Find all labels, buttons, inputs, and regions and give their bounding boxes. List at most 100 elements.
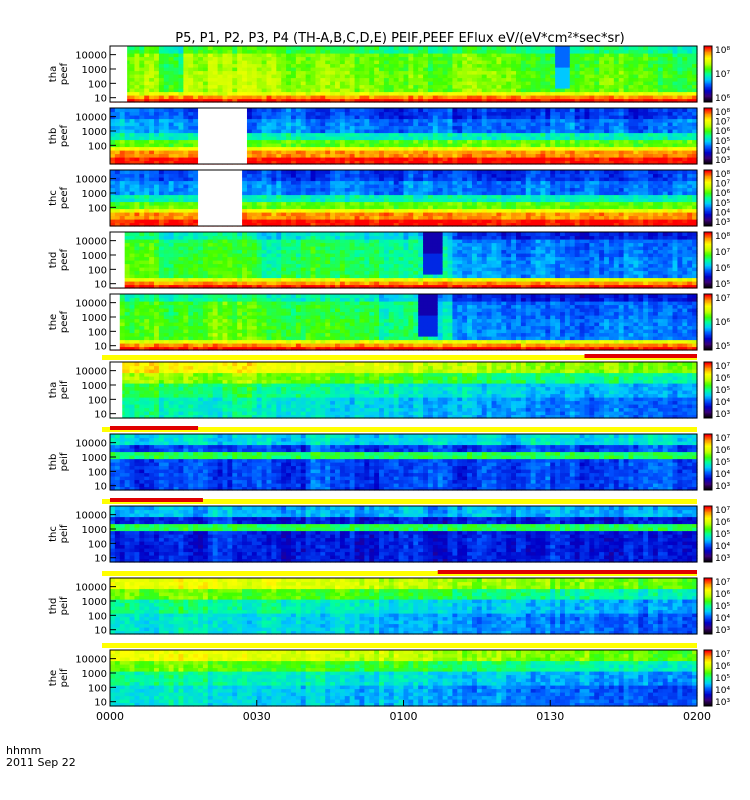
spectrogram-cell [560, 160, 566, 165]
spectrogram-cell [183, 125, 189, 130]
spectrogram-cell [540, 98, 546, 103]
spectrogram-cell [471, 111, 478, 116]
spectrogram-cell [462, 150, 468, 155]
spectrogram-cell [496, 67, 502, 72]
spectrogram-cell [403, 108, 409, 113]
spectrogram-cell [608, 49, 615, 54]
spectrogram-cell [158, 157, 165, 162]
spectrogram-cell [237, 63, 243, 68]
spectrogram-cell [202, 95, 209, 100]
spectrogram-cell [349, 98, 356, 103]
spectrogram-cell [193, 118, 199, 123]
colorbar-segment [704, 57, 712, 60]
spectrogram-cell [398, 91, 405, 96]
spectrogram-cell [256, 173, 263, 178]
spectrogram-cell [604, 56, 610, 61]
spectrogram-cell [193, 74, 199, 79]
spectrogram-cell [193, 150, 199, 155]
spectrogram-cell [320, 143, 326, 148]
spectrogram-cell [168, 125, 175, 130]
spectrogram-cell [305, 60, 312, 65]
spectrogram-cell [569, 53, 576, 58]
spectrogram-cell [408, 95, 414, 100]
spectrogram-cell [114, 157, 121, 162]
spectrogram-cell [193, 132, 199, 137]
spectrogram-cell [168, 139, 175, 144]
spectrogram-cell [114, 129, 121, 134]
spectrogram-cell [388, 46, 395, 51]
spectrogram-cell [398, 215, 405, 220]
spectrogram-cell [364, 74, 370, 79]
spectrogram-cell [344, 115, 351, 120]
spectrogram-cell [569, 88, 576, 93]
spectrogram-cell [476, 157, 483, 162]
spectrogram-cell [266, 95, 273, 100]
spectrogram-cell [393, 125, 400, 130]
spectrogram-cell [134, 136, 140, 141]
spectrogram-cell [471, 70, 478, 75]
spectrogram-cell [692, 118, 698, 123]
spectrogram-cell [677, 91, 683, 96]
spectrogram-cell [447, 160, 454, 165]
spectrogram-cell [320, 139, 326, 144]
spectrogram-cell [511, 77, 517, 82]
spectrogram-cell [560, 146, 566, 151]
spectrogram-cell [183, 205, 189, 210]
spectrogram-cell [648, 153, 654, 158]
spectrogram-cell [564, 74, 571, 79]
spectrogram-cell [442, 125, 449, 130]
spectrogram-cell [139, 201, 145, 206]
spectrogram-cell [246, 177, 253, 182]
spectrogram-cell [383, 84, 390, 89]
spectrogram-cell [476, 132, 483, 137]
spectrogram-cell [330, 91, 336, 96]
spectrogram-cell [344, 143, 351, 148]
spectrogram-cell [648, 63, 654, 68]
spectrogram-cell [403, 191, 409, 196]
spectrogram-cell [149, 139, 155, 144]
spectrogram-cell [667, 139, 674, 144]
spectrogram-cell [110, 136, 116, 141]
spectrogram-cell [496, 160, 502, 165]
spectrogram-cell [398, 143, 405, 148]
spectrogram-cell [540, 91, 546, 96]
spectrogram-cell [413, 136, 419, 141]
spectrogram-cell [471, 118, 478, 123]
spectrogram-cell [330, 139, 336, 144]
spectrogram-cell [359, 208, 365, 213]
spectrogram-cell [232, 56, 238, 61]
spectrogram-cell [540, 67, 546, 72]
spectrogram-cell [516, 95, 522, 100]
spectrogram-cell [310, 125, 317, 130]
spectrogram-cell [471, 63, 478, 68]
spectrogram-cell [183, 194, 189, 199]
spectrogram-cell [657, 46, 664, 51]
spectrogram-cell [173, 143, 180, 148]
spectrogram-cell [124, 143, 131, 148]
spectrogram-cell [555, 136, 561, 141]
spectrogram-cell [339, 118, 346, 123]
spectrogram-cell [369, 95, 375, 100]
spectrogram-cell [564, 56, 571, 61]
spectrogram-cell [633, 81, 639, 86]
spectrogram-cell [374, 208, 380, 213]
spectrogram-cell [672, 95, 679, 100]
spectrogram-cell [374, 98, 380, 103]
spectrogram-cell [418, 143, 424, 148]
spectrogram-cell [560, 115, 566, 120]
spectrogram-cell [335, 184, 341, 189]
spectrogram-cell [198, 88, 204, 93]
spectrogram-cell [388, 205, 395, 210]
spectrogram-cell [437, 129, 444, 134]
spectrogram-cell [114, 208, 121, 213]
spectrogram-cell [315, 46, 321, 51]
spectrogram-cell [687, 53, 693, 58]
spectrogram-cell [295, 108, 302, 113]
spectrogram-cell [295, 115, 302, 120]
spectrogram-cell [359, 139, 365, 144]
spectrogram-cell [325, 146, 331, 151]
spectrogram-cell [383, 125, 390, 130]
spectrogram-cell [682, 160, 688, 165]
spectrogram-cell [290, 122, 297, 127]
spectrogram-cell [594, 88, 600, 93]
